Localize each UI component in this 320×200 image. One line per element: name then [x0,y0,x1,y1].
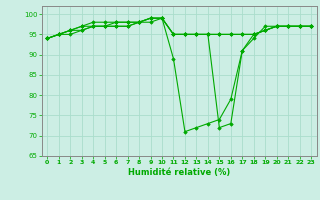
X-axis label: Humidité relative (%): Humidité relative (%) [128,168,230,177]
